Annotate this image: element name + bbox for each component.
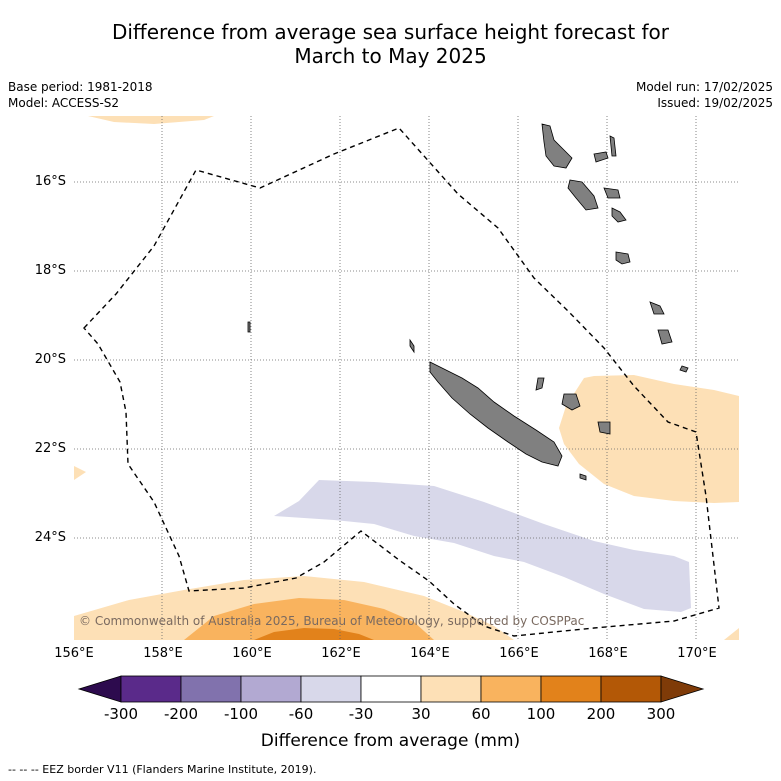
colorbar-label-6: 60: [471, 705, 491, 723]
loyalty-island-1: [561, 393, 581, 411]
map-area: [74, 116, 739, 640]
colorbar-extend-low: [77, 675, 122, 703]
eez-border: [83, 127, 720, 637]
small-island-e: [535, 377, 545, 391]
chart-title: Difference from average sea surface heig…: [0, 20, 781, 68]
lat-label-24s: 24°S: [34, 530, 66, 545]
lat-label-22s: 22°S: [34, 441, 66, 456]
vanuatu-island-2: [593, 151, 609, 163]
colorbar-extend-high: [660, 675, 705, 703]
lat-label-18s: 18°S: [34, 263, 66, 278]
region-light-orange-east: [559, 375, 739, 503]
region-lavender-south: [274, 480, 691, 612]
lat-label-16s: 16°S: [34, 174, 66, 189]
colorbar-segment-7: [480, 675, 542, 703]
model-run: Model run: 17/02/2025: [635, 80, 773, 94]
lon-label-156e: 156°E: [54, 646, 94, 661]
colorbar-segment-6: [420, 675, 482, 703]
title-line-2: March to May 2025: [294, 44, 487, 68]
colorbar-label-5: 30: [411, 705, 431, 723]
colorbar-label-3: -60: [288, 705, 314, 723]
small-island-c: [679, 365, 689, 373]
colorbar-segment-2: [180, 675, 242, 703]
colorbar-label-1: -200: [163, 705, 199, 723]
small-island-a: [247, 321, 251, 333]
colorbar-label-8: 200: [586, 705, 616, 723]
lon-label-162e: 162°E: [321, 646, 361, 661]
colorbar-label-0: -300: [103, 705, 139, 723]
issued-date: Issued: 19/02/2025: [657, 96, 773, 110]
small-island-d: [409, 338, 415, 354]
region-dark-orange-south: [254, 628, 374, 640]
lon-label-164e: 164°E: [410, 646, 450, 661]
colorbar-label-4: -30: [348, 705, 374, 723]
region-light-orange-west: [74, 466, 86, 480]
colorbar-segment-5: [360, 675, 422, 703]
vanuatu-island-6: [611, 207, 627, 223]
lon-label-166e: 166°E: [499, 646, 539, 661]
colorbar-label-7: 100: [526, 705, 556, 723]
new-caledonia-island: [429, 361, 563, 467]
loyalty-island-3: [649, 301, 665, 315]
vanuatu-island-7: [615, 251, 631, 265]
gridlines: [74, 116, 739, 640]
base-period: Base period: 1981-2018: [8, 80, 153, 94]
colorbar-segment-4: [300, 675, 362, 703]
region-orange-east-edge: [724, 628, 739, 640]
region-light-orange-top: [88, 116, 214, 124]
title-line-1: Difference from average sea surface heig…: [111, 20, 670, 44]
lon-label-170e: 170°E: [677, 646, 717, 661]
vanuatu-island-3: [609, 135, 617, 157]
colorbar-segment-3: [240, 675, 302, 703]
map-svg: [74, 116, 739, 640]
colorbar-segment-9: [600, 675, 662, 703]
vanuatu-north: [541, 123, 573, 169]
region-orange-south: [184, 598, 434, 640]
colorbar-segment-1: [120, 675, 182, 703]
land: [247, 123, 689, 481]
lon-label-160e: 160°E: [232, 646, 272, 661]
loyalty-island-4: [657, 329, 673, 345]
loyalty-island-2: [597, 421, 611, 435]
copyright-text: © Commonwealth of Australia 2025, Bureau…: [79, 614, 585, 628]
colorbar-segment-8: [540, 675, 602, 703]
vanuatu-island-5: [603, 187, 621, 199]
vanuatu-island-4: [567, 179, 599, 211]
lat-label-20s: 20°S: [34, 352, 66, 367]
colorbar-label-9: 300: [646, 705, 676, 723]
meta-left: Base period: 1981-2018 Model: ACCESS-S2: [8, 79, 153, 111]
eez-footnote: -- -- -- EEZ border V11 (Flanders Marine…: [8, 763, 317, 776]
small-island-b: [579, 473, 587, 481]
model-name: Model: ACCESS-S2: [8, 96, 120, 110]
meta-right: Model run: 17/02/2025 Issued: 19/02/2025: [636, 79, 773, 111]
colorbar-title: Difference from average (mm): [260, 731, 521, 751]
lon-label-158e: 158°E: [143, 646, 183, 661]
colorbar-label-2: -100: [223, 705, 259, 723]
lon-label-168e: 168°E: [588, 646, 628, 661]
colorbar: [77, 675, 705, 703]
